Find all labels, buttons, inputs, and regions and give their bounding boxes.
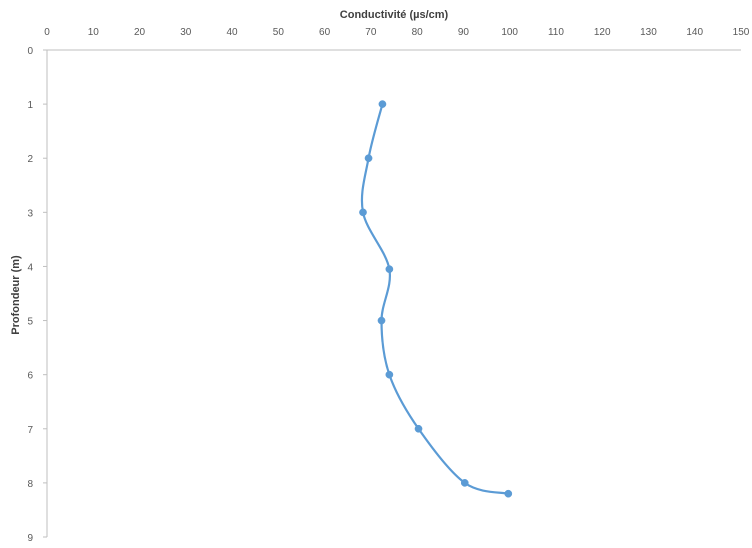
data-point [414, 424, 423, 433]
x-tick-label: 30 [180, 27, 192, 38]
x-tick-label: 90 [458, 27, 470, 38]
x-tick-label: 110 [548, 27, 564, 38]
x-tick-label: 10 [88, 27, 100, 38]
x-tick-label: 130 [640, 27, 657, 38]
x-tick-label: 40 [227, 27, 239, 38]
x-tick-label: 80 [412, 27, 424, 38]
y-tick-label: 1 [27, 100, 33, 111]
y-tick-label: 2 [27, 154, 33, 165]
x-tick-label: 140 [686, 27, 703, 38]
data-point [364, 154, 373, 163]
axes [46, 49, 741, 537]
x-tick-label: 20 [134, 27, 146, 38]
y-tick-label: 5 [27, 317, 33, 328]
series-line [360, 103, 510, 495]
x-tick-label: 60 [319, 27, 331, 38]
x-tick-label: 100 [501, 27, 518, 38]
x-tick-label: 150 [733, 27, 750, 38]
y-tick-label: 0 [27, 46, 33, 57]
data-point [504, 489, 513, 498]
y-axis-title: Profondeur (m) [10, 255, 22, 335]
data-point [385, 370, 394, 379]
data-point [460, 479, 469, 487]
x-tick-label: 0 [44, 27, 50, 38]
data-point [377, 316, 386, 325]
x-axis-title: Conductivité (µs/cm) [340, 9, 449, 21]
y-tick-label: 8 [27, 479, 33, 490]
series-group [359, 100, 513, 498]
x-tick-label: 50 [273, 27, 285, 38]
y-tick-labels: 0 1 2 3 4 5 6 7 8 9 [27, 46, 47, 544]
data-point [378, 100, 387, 108]
data-point [359, 208, 367, 217]
y-tick-label: 4 [27, 262, 33, 273]
y-tick-label: 3 [27, 208, 33, 219]
y-tick-label: 7 [27, 425, 33, 436]
y-tick-label: 6 [27, 371, 33, 382]
y-tick-label: 9 [27, 533, 33, 543]
x-tick-label: 70 [365, 27, 377, 38]
data-point [385, 265, 394, 273]
x-tick-label: 120 [594, 27, 611, 38]
x-tick-labels: 0 10 20 30 40 50 60 70 80 90 100 110 120 130 140 150 [44, 27, 750, 38]
